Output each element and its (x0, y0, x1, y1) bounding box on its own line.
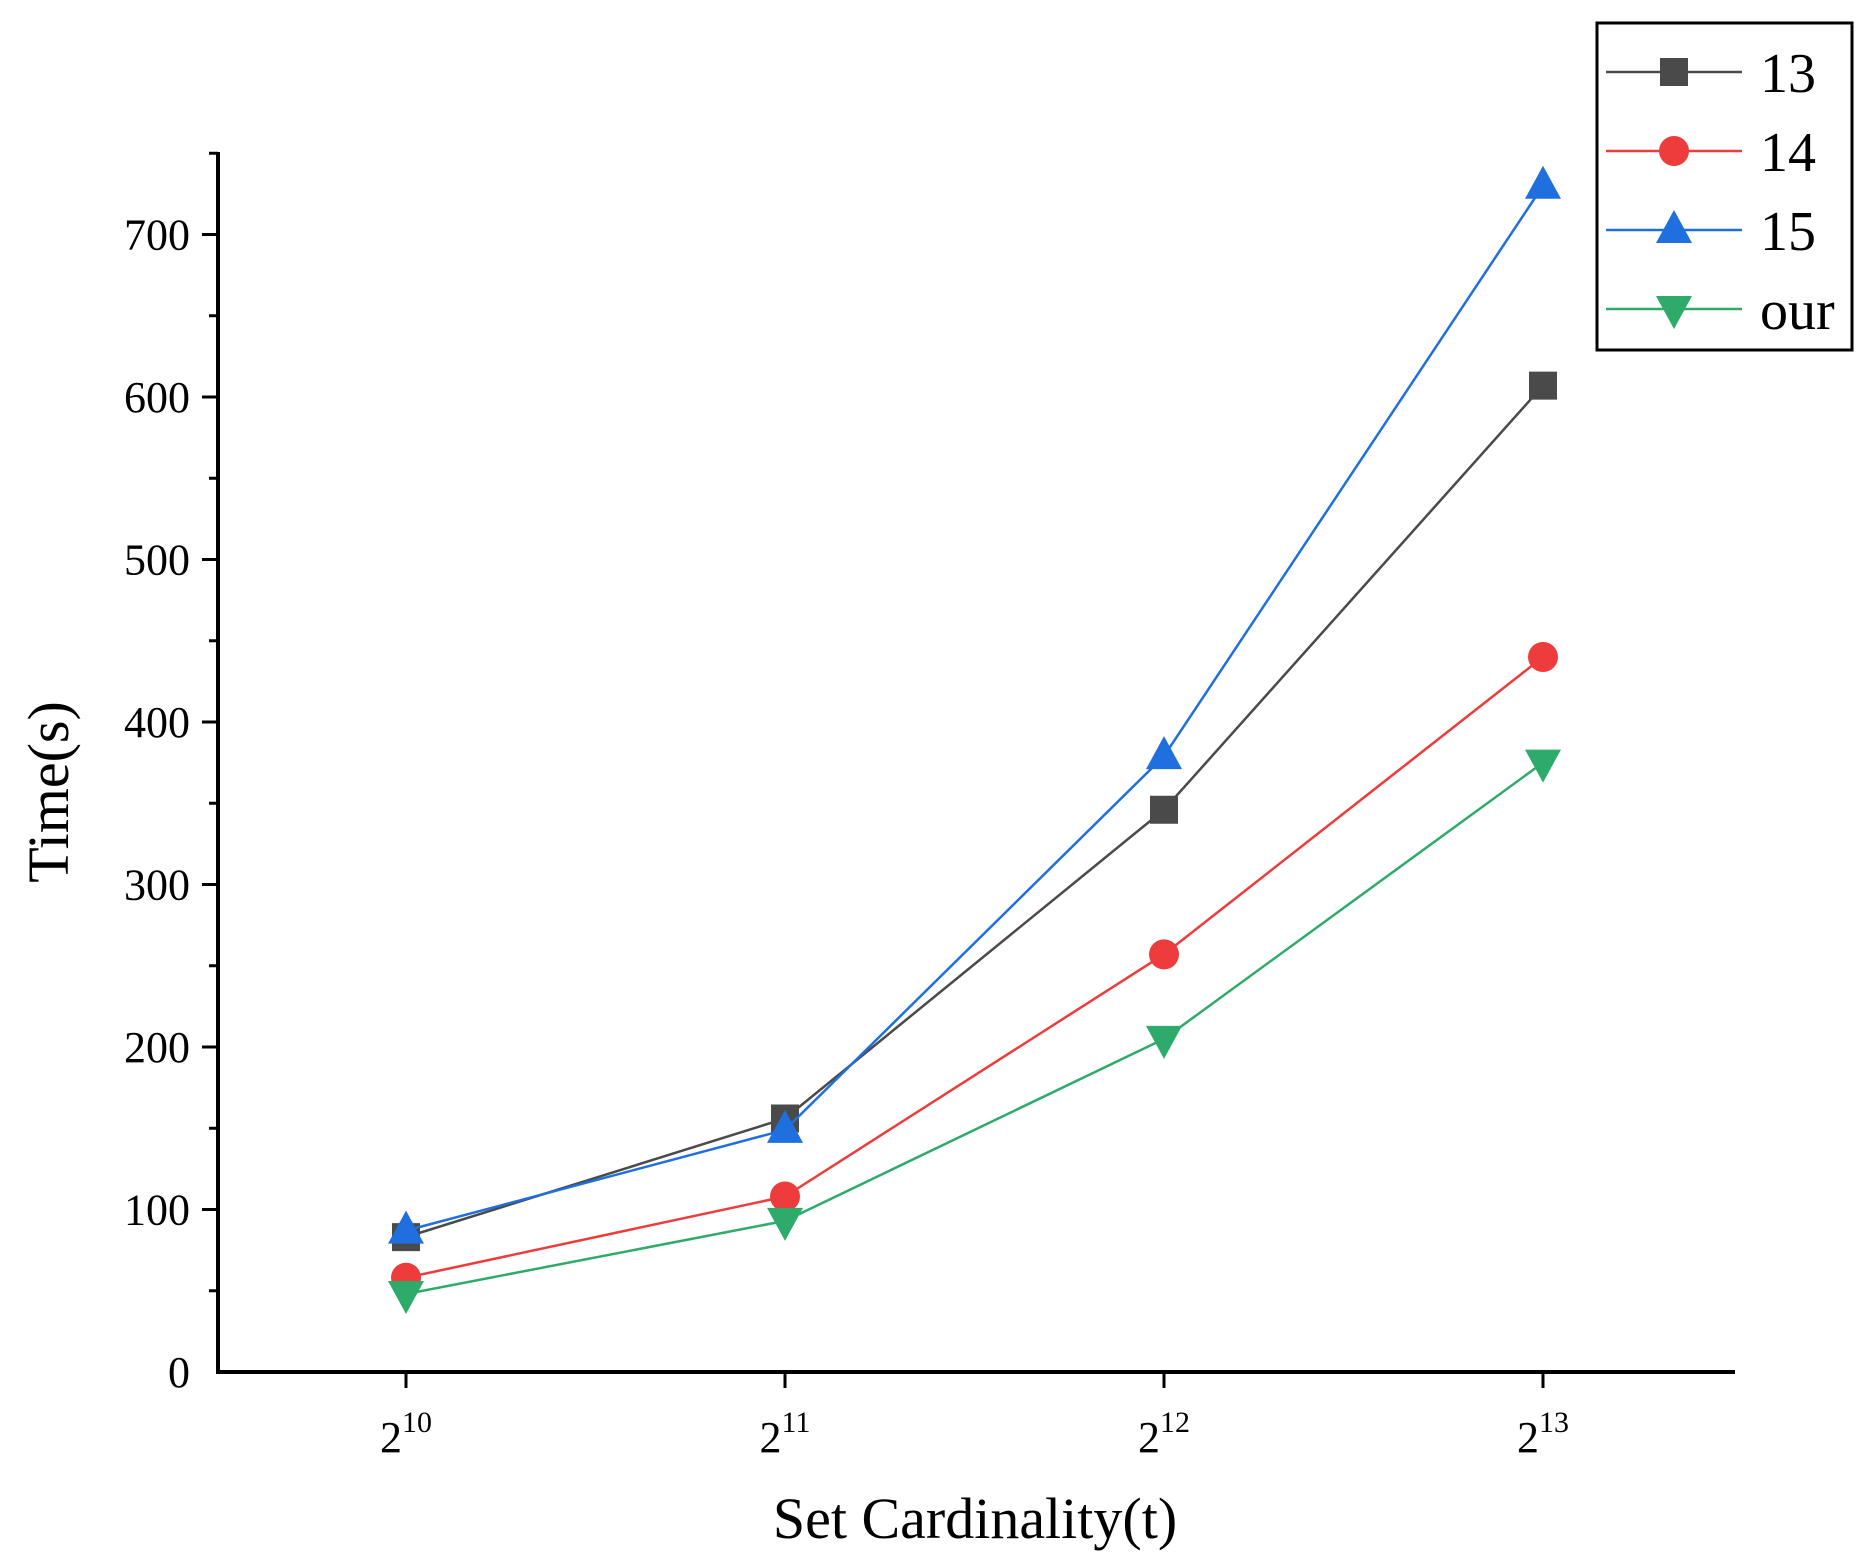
series-line-14 (405, 656, 1544, 1279)
y-tick-label: 100 (124, 1186, 190, 1235)
x-tick-label: 211 (760, 1406, 811, 1462)
data-point-14 (1149, 939, 1179, 970)
x-tick-label: 210 (380, 1406, 432, 1462)
data-point-15 (388, 1210, 424, 1244)
data-point-our (1525, 749, 1561, 783)
data-point-our (767, 1207, 803, 1241)
y-tick-label: 200 (124, 1023, 190, 1072)
data-point-14 (1528, 642, 1558, 672)
legend-label: 14 (1760, 122, 1816, 184)
data-point-13 (1529, 371, 1557, 400)
legend-label: 13 (1760, 43, 1816, 105)
data-point-our (388, 1281, 424, 1314)
x-tick-label: 213 (1517, 1406, 1569, 1462)
series-15 (388, 165, 1561, 1244)
legend-marker (1656, 296, 1692, 329)
series-13 (392, 371, 1557, 1252)
legend-label: 15 (1760, 201, 1816, 263)
data-point-15 (767, 1109, 803, 1143)
y-tick-label: 600 (124, 373, 190, 422)
legend-box (1595, 21, 1854, 352)
data-point-15 (1146, 736, 1182, 770)
y-tick-label: 400 (124, 698, 190, 747)
axes: 0 100 200 300 400 500 600 700 210 211 212 213 (124, 151, 1735, 1462)
series-line-15 (405, 185, 1545, 1232)
y-tick-label: 300 (124, 861, 190, 910)
y-tick-label: 700 (124, 211, 190, 260)
legend-item-15: 15 (1606, 201, 1816, 263)
series-our (388, 749, 1561, 1314)
legend-item-13: 13 (1606, 43, 1816, 105)
series-14 (391, 642, 1558, 1293)
y-tick-label: 0 (168, 1348, 190, 1397)
legend-item-14: 14 (1606, 122, 1816, 184)
legend-marker (1656, 210, 1692, 243)
legend-marker (1660, 58, 1688, 86)
y-tick-label: 500 (124, 536, 190, 585)
x-tick-label: 212 (1138, 1406, 1190, 1462)
series-line-our (405, 761, 1544, 1296)
legend: 13 14 15 our (1595, 21, 1854, 352)
data-point-13 (1150, 795, 1178, 824)
series-line-13 (405, 384, 1544, 1239)
y-axis-title: Time(s) (16, 701, 81, 883)
data-point-our (1146, 1025, 1182, 1059)
x-axis-title: Set Cardinality(t) (773, 1486, 1177, 1551)
data-point-14 (770, 1181, 800, 1212)
series-layer (388, 165, 1561, 1314)
legend-marker (1659, 136, 1689, 166)
data-point-15 (1525, 165, 1561, 199)
legend-item-our: our (1606, 280, 1835, 342)
legend-label: our (1760, 280, 1835, 342)
